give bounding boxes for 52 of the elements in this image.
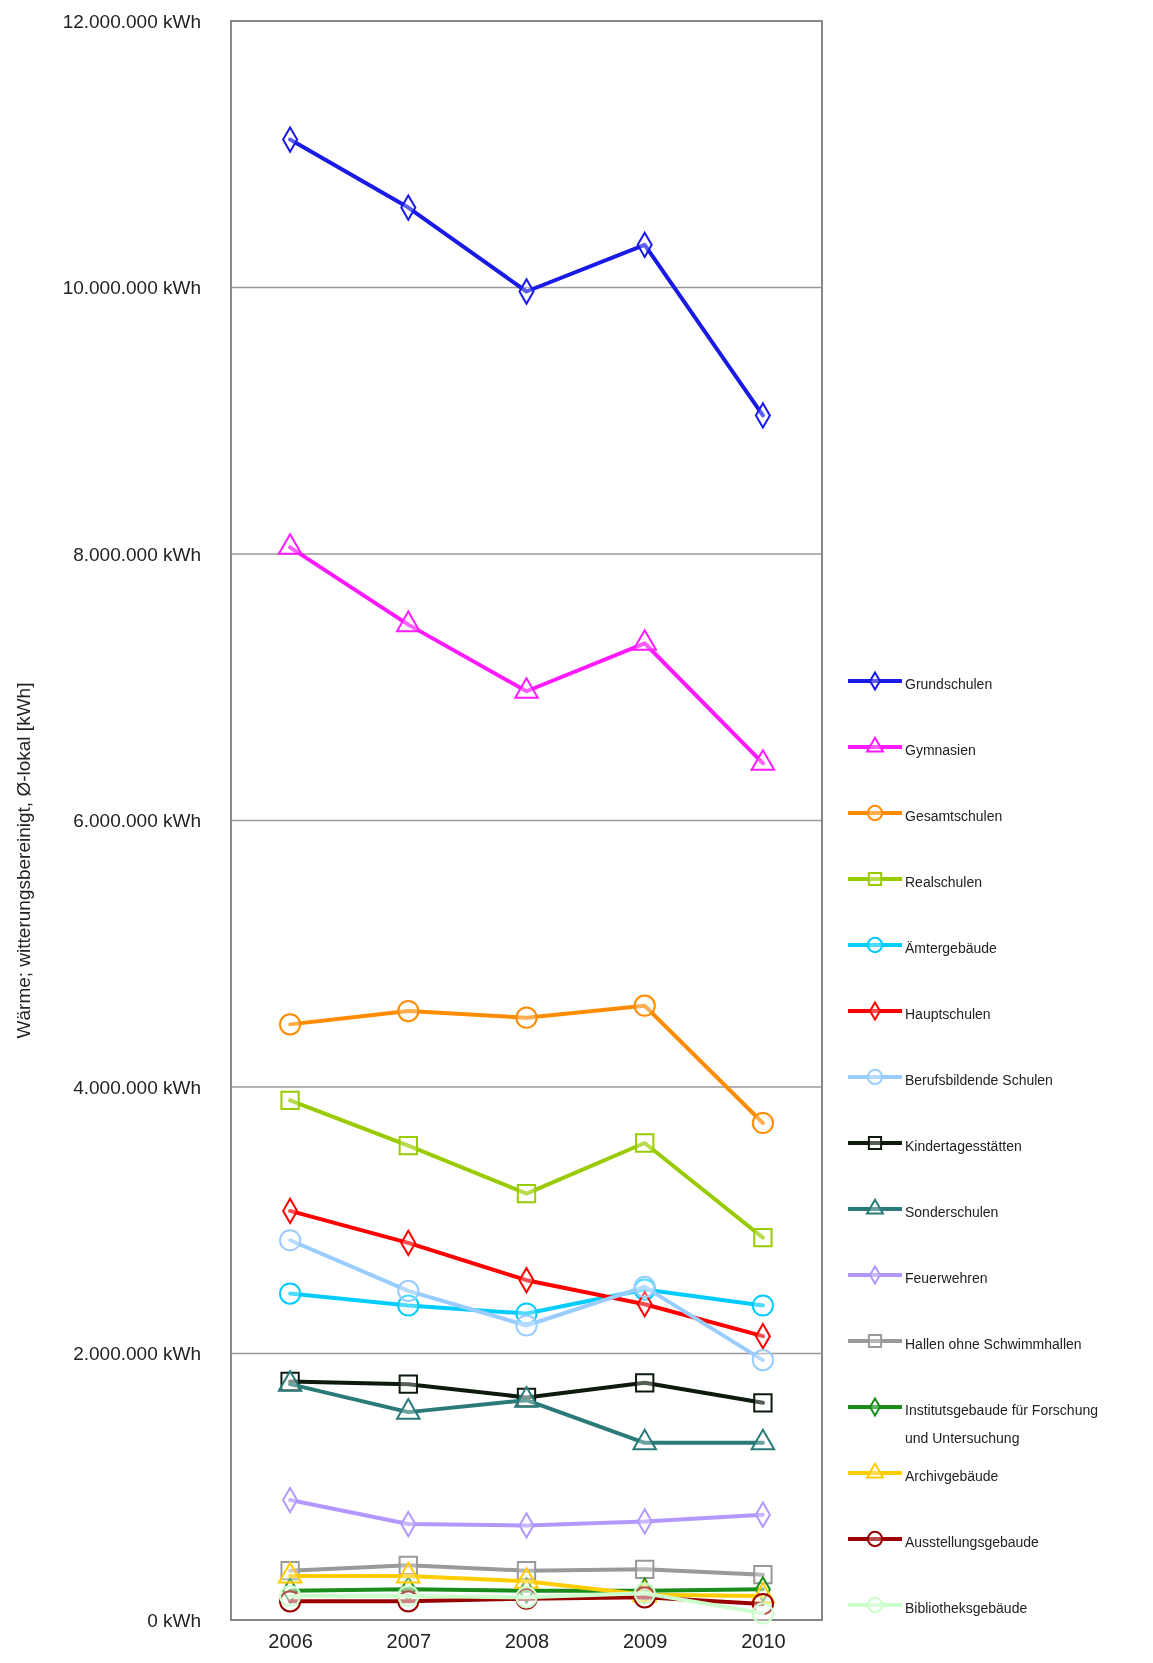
y-tick-label: 0 kWh xyxy=(147,1609,201,1631)
y-tick-label: 12.000.000 kWh xyxy=(62,10,201,32)
point xyxy=(515,1314,538,1337)
point xyxy=(397,1584,420,1608)
legend-label: Ämtergebäude xyxy=(905,940,998,956)
point xyxy=(398,1374,418,1394)
legend-label: Sonderschulen xyxy=(905,1204,999,1220)
legend-label: Grundschulen xyxy=(905,676,993,692)
point xyxy=(751,1111,774,1135)
x-tick-label: 2008 xyxy=(504,1630,550,1653)
y-tick-label: 4.000.000 kWh xyxy=(73,1076,201,1098)
point xyxy=(397,1279,420,1302)
legend-label: Institutsgebaude für Forschung und Untersuchung xyxy=(905,1402,1099,1446)
legend-label: Ausstellungsgebaude xyxy=(905,1534,1040,1550)
point xyxy=(633,994,656,1017)
point xyxy=(397,999,420,1023)
legend-label: Hallen ohne Schwimmhallen xyxy=(905,1336,1082,1352)
x-tick-label: 2009 xyxy=(622,1630,668,1653)
point xyxy=(516,1183,537,1204)
legend-label: Gymnasien xyxy=(905,742,976,758)
point xyxy=(635,1133,655,1153)
point xyxy=(280,1090,300,1110)
legend-label: Feuerwehren xyxy=(905,1270,988,1286)
y-tick-label: 2.000.000 kWh xyxy=(73,1343,201,1365)
legend-label: Archivgebäude xyxy=(905,1468,999,1484)
legend-label: Gesamtschulen xyxy=(905,808,1003,824)
x-tick-label: 2007 xyxy=(386,1630,432,1653)
point xyxy=(279,1013,302,1036)
point xyxy=(279,1282,302,1305)
point xyxy=(515,1006,538,1029)
point xyxy=(279,1584,302,1608)
y-axis-title: Wärme; witterungsbereinigt, Ø-lokal [kWh] xyxy=(13,682,34,1039)
point xyxy=(279,1229,302,1252)
legend-label: Hauptschulen xyxy=(905,1006,991,1022)
x-tick-label: 2006 xyxy=(268,1630,313,1653)
point xyxy=(753,1393,773,1413)
legend-label: Berufsbildende Schulen xyxy=(905,1072,1053,1088)
point xyxy=(635,1559,655,1580)
legend-label: Bibliotheksgebäude xyxy=(905,1600,1028,1616)
point xyxy=(751,1602,774,1625)
y-tick-label: 8.000.000 kWh xyxy=(73,543,201,565)
point xyxy=(753,1565,773,1585)
y-tick-label: 10.000.000 kWh xyxy=(62,277,201,299)
x-tick-label: 2010 xyxy=(741,1630,786,1653)
point xyxy=(751,1349,774,1372)
point xyxy=(635,1373,655,1393)
legend-label: Kindertagesstätten xyxy=(905,1138,1022,1154)
point xyxy=(398,1135,418,1156)
point xyxy=(751,1294,774,1317)
point xyxy=(753,1227,773,1248)
y-tick-label: 6.000.000 kWh xyxy=(73,810,201,832)
legend-label: Realschulen xyxy=(905,874,983,890)
